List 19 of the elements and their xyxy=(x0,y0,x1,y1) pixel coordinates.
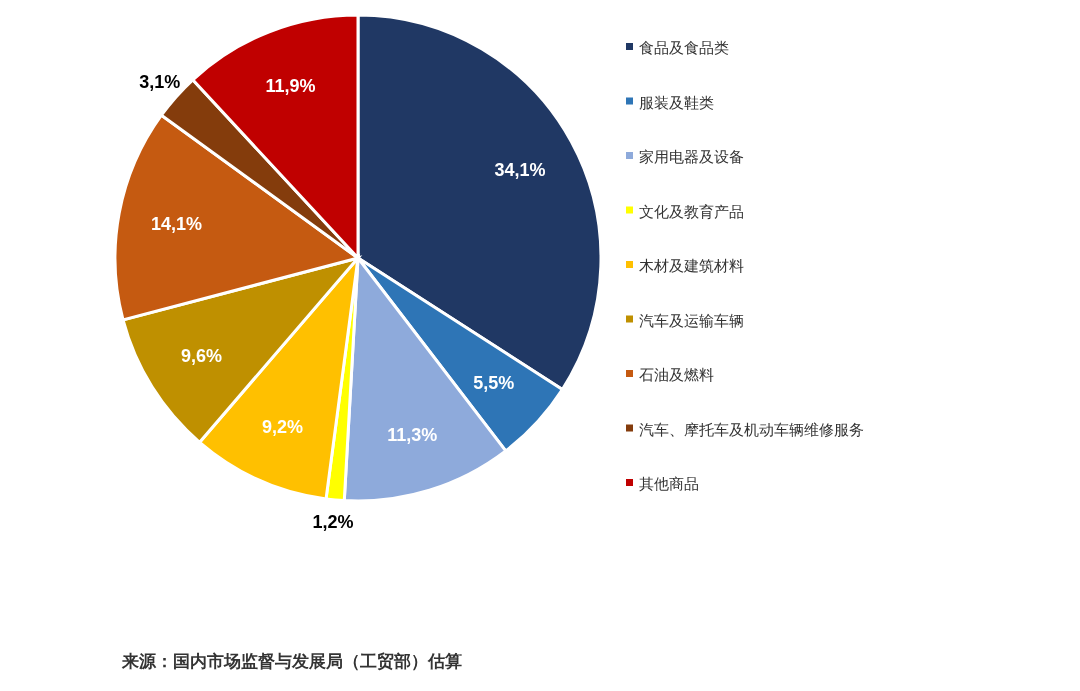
legend-label: 其他商品 xyxy=(639,475,699,493)
legend-label: 食品及食品类 xyxy=(639,39,729,57)
data-label: 9,6% xyxy=(180,345,222,366)
data-label: 14,1% xyxy=(150,213,203,234)
legend-label: 服装及鞋类 xyxy=(639,93,714,112)
legend-label: 文化及教育产品 xyxy=(639,202,744,221)
data-label: 1,2% xyxy=(312,511,354,532)
data-label: 3,1% xyxy=(139,72,181,93)
data-label: 9,2% xyxy=(262,416,304,437)
data-label: 11,9% xyxy=(265,76,316,97)
legend-label: 家用电器及设备 xyxy=(639,148,744,166)
legend-label: 汽车、摩托车及机动车辆维修服务 xyxy=(639,420,864,439)
legend-label: 汽车及运输车辆 xyxy=(639,311,744,330)
legend-label: 木材及建筑材料 xyxy=(639,257,744,275)
data-label: 5,5% xyxy=(473,373,515,394)
data-label: 34,1% xyxy=(494,159,546,180)
source-note: 来源：国内市场监督与发展局（工贸部）估算 xyxy=(121,651,462,671)
legend-label: 石油及燃料 xyxy=(639,366,714,384)
data-label: 11,3% xyxy=(387,424,438,445)
